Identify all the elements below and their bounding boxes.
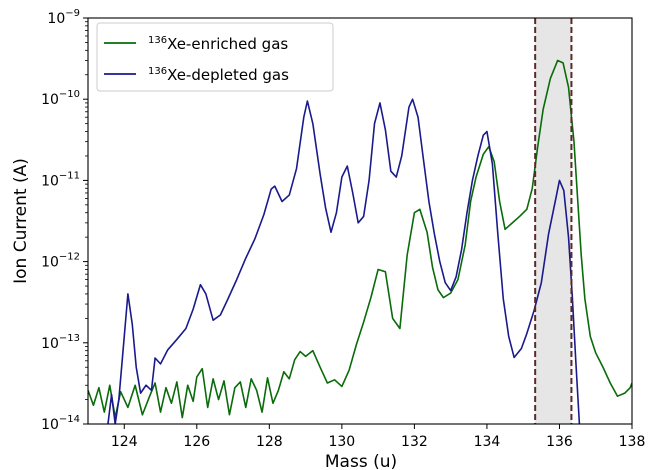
y-tick-label-0: 10−14 — [41, 414, 80, 433]
x-tick-label-5: 134 — [474, 434, 501, 450]
plot-frame — [87, 17, 633, 425]
legend-sup-depleted: 136 — [148, 66, 167, 77]
legend-label-depleted: 136Xe-depleted gas — [148, 66, 289, 84]
axes: 124 126 128 130 132 134 136 13810−1410−1310−121… — [41, 8, 645, 450]
plot-area — [88, 18, 632, 424]
x-tick-label-1: 126 — [183, 434, 210, 450]
series-group — [88, 59, 632, 424]
y-tick-label-base-4: 10 — [41, 92, 59, 108]
x-tick-label-3: 130 — [328, 434, 355, 450]
y-tick-label-base-1: 10 — [41, 336, 59, 352]
x-axis-label: Mass (u) — [325, 452, 397, 470]
x-tick-label-0: 124 — [111, 434, 138, 450]
legend-label-enriched: 136Xe-enriched gas — [148, 35, 288, 53]
y-tick-label-5: 10−9 — [47, 8, 80, 27]
series-line-0 — [88, 59, 632, 419]
legend: 136Xe-enriched gas 136Xe-depleted gas — [96, 22, 334, 92]
legend-box — [96, 22, 334, 92]
y-tick-label-1: 10−13 — [41, 333, 80, 352]
y-tick-label-exp-0: −14 — [59, 414, 80, 425]
y-tick-label-4: 10−10 — [41, 89, 80, 108]
y-tick-label-3: 10−11 — [41, 170, 80, 189]
x-tick-label-2: 128 — [256, 434, 283, 450]
y-axis-label: Ion Current (A) — [11, 158, 31, 284]
legend-sup-enriched: 136 — [148, 35, 167, 46]
y-tick-label-exp-4: −10 — [59, 89, 80, 100]
y-tick-label-exp-5: −9 — [65, 8, 80, 19]
y-tick-label-base-5: 10 — [47, 11, 65, 27]
y-tick-label-exp-1: −13 — [59, 333, 80, 344]
y-tick-label-base-2: 10 — [41, 255, 59, 271]
x-tick-label-4: 132 — [401, 434, 428, 450]
y-tick-label-base-3: 10 — [41, 173, 59, 189]
shaded-region — [535, 18, 572, 424]
legend-name-enriched: Xe-enriched gas — [167, 35, 288, 53]
y-tick-label-exp-2: −12 — [59, 252, 80, 263]
legend-name-depleted: Xe-depleted gas — [167, 66, 289, 84]
y-tick-label-base-0: 10 — [41, 417, 59, 433]
y-tick-label-2: 10−12 — [41, 252, 80, 271]
x-tick-label-6: 136 — [546, 434, 573, 450]
series-line-1 — [107, 98, 581, 424]
y-tick-label-exp-3: −11 — [59, 170, 80, 181]
x-tick-label-7: 138 — [619, 434, 646, 450]
